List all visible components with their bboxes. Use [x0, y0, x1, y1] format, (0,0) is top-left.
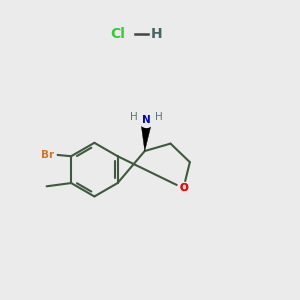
- Text: Cl: Cl: [110, 27, 125, 41]
- Text: H: H: [155, 112, 163, 122]
- Text: O: O: [179, 183, 188, 193]
- Text: O: O: [179, 183, 188, 193]
- Text: Br: Br: [41, 150, 54, 160]
- Text: H: H: [130, 112, 138, 122]
- Text: N: N: [142, 115, 151, 125]
- Text: H: H: [151, 27, 162, 41]
- Polygon shape: [140, 120, 152, 151]
